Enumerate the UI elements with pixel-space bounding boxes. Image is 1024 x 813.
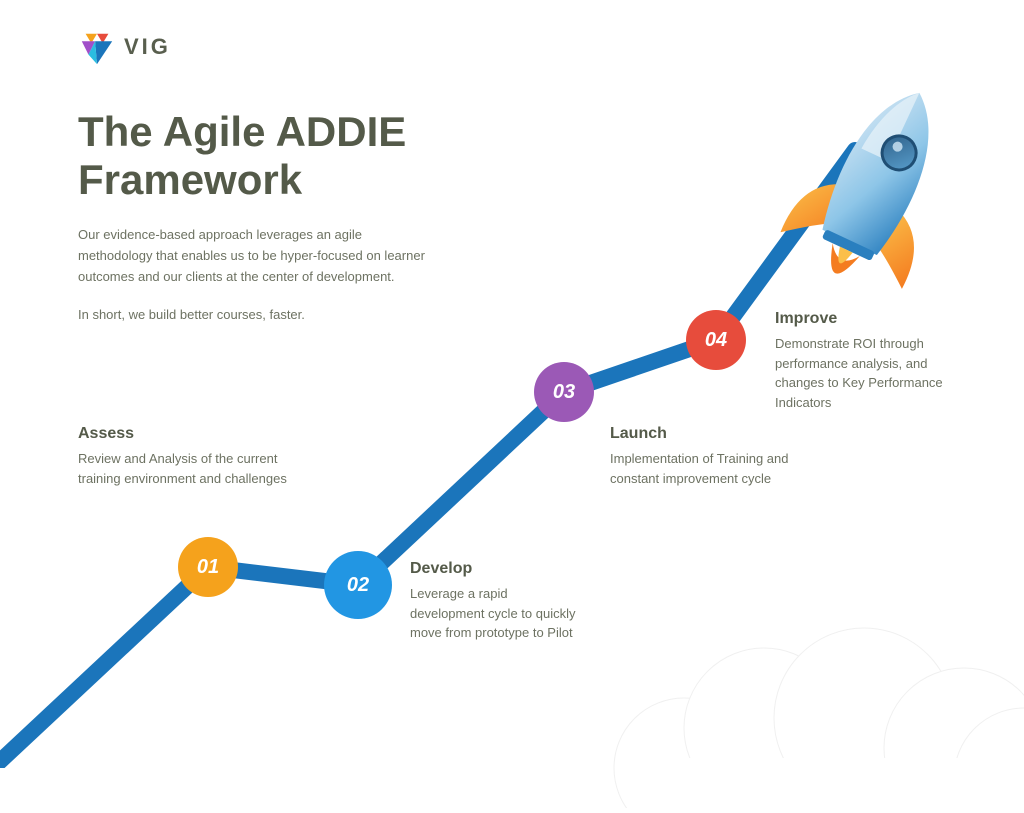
intro-copy: Our evidence-based approach leverages an… bbox=[78, 225, 438, 326]
step-node-number: 04 bbox=[705, 329, 727, 352]
cloud-decoration-icon bbox=[594, 608, 1024, 808]
page-title-text: The Agile ADDIE Framework bbox=[78, 108, 498, 205]
step-description: Review and Analysis of the current train… bbox=[78, 449, 288, 488]
intro-paragraph-1: Our evidence-based approach leverages an… bbox=[78, 225, 438, 287]
step-node-03: 03 bbox=[534, 362, 594, 422]
brand-logo: VIG bbox=[78, 28, 171, 66]
page-title: The Agile ADDIE Framework bbox=[78, 108, 498, 205]
step-node-number: 01 bbox=[197, 556, 219, 579]
step-block-3: Launch Implementation of Training and con… bbox=[610, 425, 800, 488]
step-description: Demonstrate ROI through performance anal… bbox=[775, 334, 975, 412]
brand-name: VIG bbox=[124, 34, 171, 60]
step-block-1: Assess Review and Analysis of the current… bbox=[78, 425, 288, 488]
step-title: Assess bbox=[78, 425, 288, 443]
rocket-icon bbox=[751, 52, 998, 323]
step-description: Implementation of Training and constant … bbox=[610, 449, 800, 488]
step-node-01: 01 bbox=[178, 537, 238, 597]
step-node-number: 02 bbox=[347, 574, 369, 597]
step-title: Improve bbox=[775, 310, 975, 328]
step-block-2: Develop Leverage a rapid development cycl… bbox=[410, 560, 580, 643]
brand-mark-icon bbox=[78, 28, 116, 66]
step-node-number: 03 bbox=[553, 381, 575, 404]
step-node-02: 02 bbox=[324, 551, 392, 619]
step-description: Leverage a rapid development cycle to qu… bbox=[410, 584, 580, 643]
step-title: Launch bbox=[610, 425, 800, 443]
step-node-04: 04 bbox=[686, 310, 746, 370]
intro-paragraph-2: In short, we build better courses, faste… bbox=[78, 305, 438, 326]
step-block-4: Improve Demonstrate ROI through performan… bbox=[775, 310, 975, 412]
step-title: Develop bbox=[410, 560, 580, 578]
